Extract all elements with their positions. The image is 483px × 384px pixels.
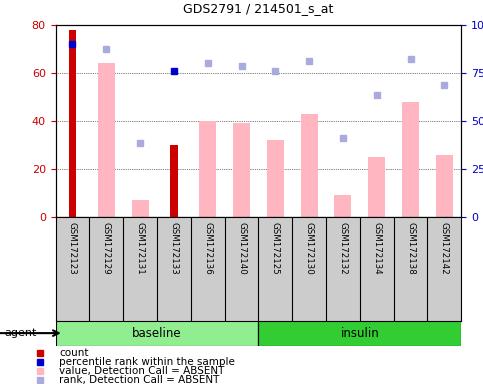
Text: GSM172138: GSM172138 bbox=[406, 222, 415, 275]
Text: count: count bbox=[59, 348, 89, 358]
Text: GSM172125: GSM172125 bbox=[271, 222, 280, 275]
Text: GSM172132: GSM172132 bbox=[339, 222, 347, 275]
Text: GSM172136: GSM172136 bbox=[203, 222, 212, 275]
Text: GSM172130: GSM172130 bbox=[305, 222, 313, 275]
Text: rank, Detection Call = ABSENT: rank, Detection Call = ABSENT bbox=[59, 375, 220, 384]
Text: GSM172131: GSM172131 bbox=[136, 222, 144, 275]
Bar bbox=[233, 123, 250, 217]
Bar bbox=[334, 195, 351, 217]
Bar bbox=[368, 157, 385, 217]
Text: GSM172142: GSM172142 bbox=[440, 222, 449, 275]
Text: GDS2791 / 214501_s_at: GDS2791 / 214501_s_at bbox=[183, 2, 334, 15]
Bar bbox=[199, 121, 216, 217]
Text: GSM172129: GSM172129 bbox=[102, 222, 111, 275]
Bar bbox=[170, 145, 178, 217]
Text: GSM172140: GSM172140 bbox=[237, 222, 246, 275]
Bar bbox=[56, 321, 258, 346]
Text: value, Detection Call = ABSENT: value, Detection Call = ABSENT bbox=[59, 366, 225, 376]
Bar bbox=[56, 321, 258, 346]
Bar bbox=[300, 114, 317, 217]
Text: GSM172133: GSM172133 bbox=[170, 222, 178, 275]
Text: GSM172123: GSM172123 bbox=[68, 222, 77, 275]
Bar bbox=[267, 140, 284, 217]
Bar bbox=[131, 200, 149, 217]
Text: GSM172134: GSM172134 bbox=[372, 222, 381, 275]
Text: insulin: insulin bbox=[341, 327, 379, 339]
Bar bbox=[258, 321, 461, 346]
Bar bbox=[98, 63, 115, 217]
Text: baseline: baseline bbox=[132, 327, 182, 339]
Bar bbox=[402, 102, 419, 217]
Text: percentile rank within the sample: percentile rank within the sample bbox=[59, 357, 235, 367]
Bar bbox=[258, 321, 461, 346]
Bar bbox=[436, 155, 453, 217]
Bar bbox=[69, 30, 76, 217]
Text: agent: agent bbox=[5, 328, 37, 338]
